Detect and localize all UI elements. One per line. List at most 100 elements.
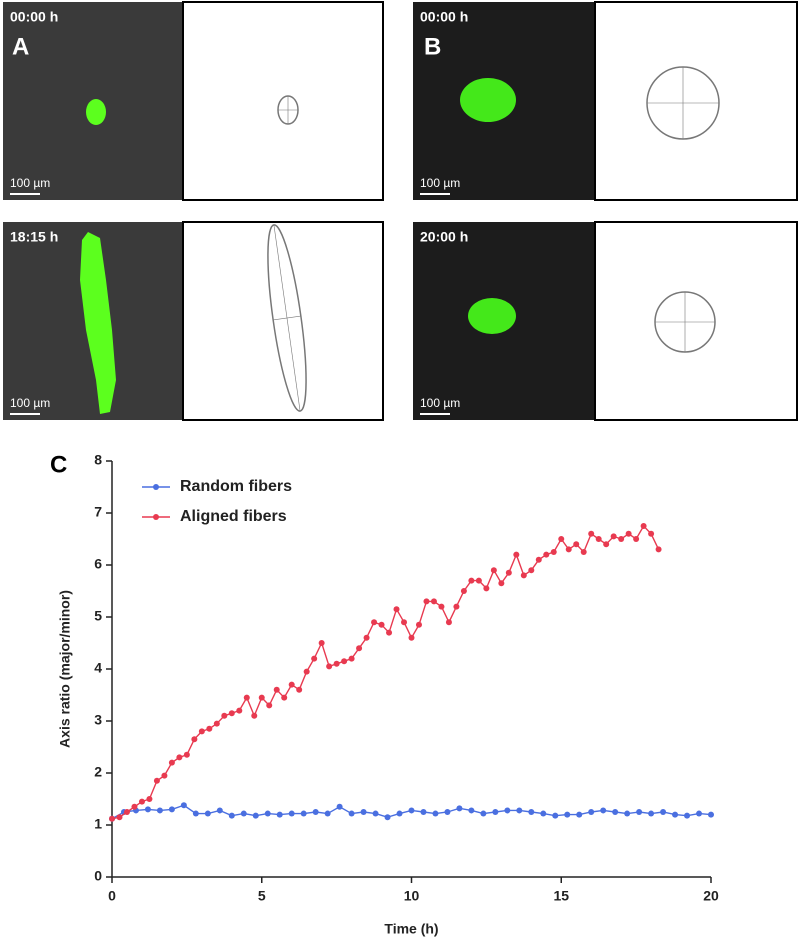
data-point	[386, 629, 393, 636]
data-point	[296, 686, 303, 693]
data-point	[498, 580, 505, 587]
data-point	[156, 807, 163, 814]
data-point	[109, 815, 115, 822]
fit-ellipse	[267, 224, 307, 412]
legend-marker	[153, 514, 159, 520]
data-point	[543, 551, 550, 558]
y-tick-label: 0	[94, 868, 102, 884]
scale-label: 100 µm	[420, 176, 460, 190]
data-point	[144, 806, 151, 813]
data-point	[276, 811, 283, 818]
cell-cluster	[468, 298, 516, 334]
data-point	[490, 567, 497, 574]
panel-label: A	[12, 33, 29, 60]
data-point	[236, 707, 243, 714]
data-point	[492, 809, 499, 815]
data-point	[213, 720, 220, 727]
data-point	[131, 803, 138, 810]
time-stamp: 18:15 h	[10, 229, 58, 245]
data-point	[300, 810, 307, 817]
data-point	[633, 536, 640, 542]
data-point	[573, 541, 580, 548]
legend-label: Random fibers	[180, 478, 292, 495]
data-point	[415, 621, 422, 628]
y-tick-label: 8	[94, 452, 102, 468]
data-point	[180, 802, 187, 809]
data-point	[341, 658, 348, 665]
data-point	[183, 751, 190, 758]
data-point	[360, 809, 367, 815]
data-point	[324, 810, 331, 817]
data-point	[192, 810, 199, 817]
x-tick-label: 20	[703, 888, 719, 904]
data-point	[468, 577, 475, 584]
data-point	[430, 598, 437, 605]
y-tick-label: 3	[94, 712, 102, 728]
data-point	[708, 811, 714, 818]
data-point	[655, 546, 662, 553]
data-point	[176, 754, 183, 761]
y-tick-label: 2	[94, 764, 102, 780]
data-point	[243, 694, 250, 701]
data-point	[420, 809, 427, 815]
data-point	[116, 814, 123, 821]
data-point	[603, 541, 610, 548]
data-point	[513, 551, 520, 558]
x-axis-label: Time (h)	[384, 921, 438, 937]
data-point	[168, 806, 175, 813]
outline-box	[182, 1, 384, 201]
data-point	[153, 777, 160, 784]
data-point	[204, 810, 211, 817]
data-point	[216, 807, 223, 814]
data-point	[303, 668, 310, 675]
fit-ellipse	[277, 95, 299, 125]
data-point	[636, 809, 643, 815]
data-point	[588, 809, 595, 815]
cell-cluster	[86, 99, 106, 125]
data-point	[588, 530, 595, 537]
data-point	[444, 809, 451, 815]
data-point	[625, 530, 632, 537]
data-point	[648, 530, 655, 537]
data-point	[648, 810, 655, 817]
panel-a: 00:00 h A 100 µm 18:15 h 100 µm	[3, 1, 384, 421]
panel-b: 00:00 h B 100 µm 20:00 h 100 µm	[413, 1, 798, 421]
data-point	[540, 810, 547, 817]
data-point	[228, 710, 235, 717]
data-point	[564, 811, 571, 818]
data-point	[550, 549, 557, 555]
data-point	[696, 810, 703, 817]
data-point	[333, 660, 340, 667]
data-point	[516, 807, 523, 814]
data-point	[576, 811, 583, 818]
data-point	[552, 812, 559, 819]
data-point	[432, 810, 439, 817]
data-point	[528, 567, 535, 574]
data-point	[453, 603, 460, 610]
data-point	[468, 807, 475, 814]
data-point	[288, 681, 295, 688]
data-point	[311, 655, 318, 662]
data-point	[161, 772, 168, 779]
data-point	[221, 712, 228, 719]
data-point	[445, 619, 452, 626]
data-point	[371, 619, 378, 626]
data-point	[198, 728, 205, 735]
data-point	[228, 812, 235, 819]
x-tick-label: 0	[108, 888, 116, 904]
data-point	[612, 809, 619, 815]
line-chart: 0 1 2 3 4 5 6 7 8 0 5 10 15 20 Time (h) Axis ratio (maj…	[57, 452, 719, 937]
data-point	[273, 686, 280, 693]
data-point	[348, 810, 355, 817]
data-point	[408, 807, 415, 814]
data-point	[640, 523, 647, 529]
x-tick-label: 10	[404, 888, 420, 904]
time-stamp: 00:00 h	[10, 9, 58, 25]
data-point	[266, 702, 273, 709]
data-point	[408, 634, 415, 641]
scale-label: 100 µm	[10, 176, 50, 190]
x-tick-label: 5	[258, 888, 266, 904]
outline-box	[594, 1, 798, 201]
data-point	[535, 556, 542, 563]
data-point	[191, 736, 198, 743]
